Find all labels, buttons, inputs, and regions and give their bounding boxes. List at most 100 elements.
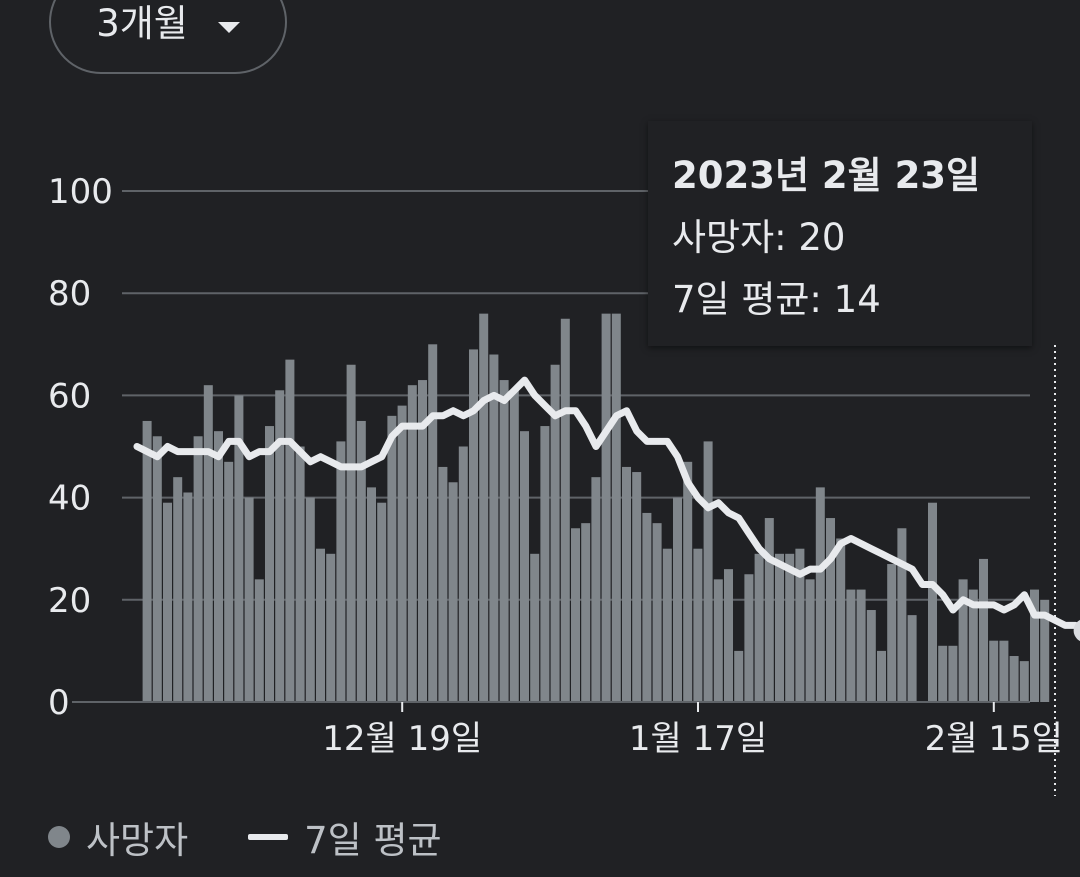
bar bbox=[683, 461, 693, 702]
bar bbox=[693, 548, 703, 702]
bar bbox=[662, 548, 672, 702]
bar bbox=[438, 466, 448, 702]
bar bbox=[754, 553, 764, 702]
bar bbox=[520, 431, 529, 702]
legend-average-label: 7일 평균 bbox=[304, 819, 442, 862]
bar bbox=[448, 482, 458, 702]
bar bbox=[979, 558, 988, 702]
y-tick-label: 20 bbox=[48, 581, 91, 621]
bar bbox=[407, 385, 417, 702]
chart-tooltip: 2023년 2월 23일 사망자: 20 7일 평균: 14 bbox=[648, 121, 1032, 346]
legend-deaths-swatch bbox=[48, 826, 70, 848]
bar bbox=[458, 446, 468, 702]
bar bbox=[540, 426, 550, 702]
bar bbox=[836, 538, 846, 702]
bar bbox=[989, 640, 999, 702]
bar bbox=[173, 477, 183, 702]
bar bbox=[142, 420, 152, 702]
bar bbox=[265, 426, 274, 702]
highlight-point bbox=[1073, 619, 1080, 642]
y-tick-label: 40 bbox=[48, 479, 91, 519]
bar bbox=[183, 492, 193, 702]
bar bbox=[673, 497, 682, 702]
average-line bbox=[133, 376, 1080, 632]
bar bbox=[877, 650, 886, 702]
bar bbox=[163, 502, 172, 702]
bar bbox=[652, 523, 662, 702]
tooltip-date: 2023년 2월 23일 bbox=[672, 154, 981, 197]
bar bbox=[356, 420, 366, 702]
bar bbox=[530, 553, 540, 702]
bar bbox=[193, 436, 203, 702]
bar bbox=[285, 359, 295, 702]
bar bbox=[489, 354, 499, 702]
bar bbox=[367, 487, 376, 702]
bar bbox=[1030, 589, 1039, 702]
bar bbox=[887, 564, 897, 702]
bar bbox=[305, 497, 315, 702]
y-tick-label: 0 bbox=[48, 683, 70, 723]
bar bbox=[999, 640, 1009, 702]
bar bbox=[958, 579, 968, 702]
x-tick-label: 1월 17일 bbox=[629, 719, 767, 759]
bar bbox=[479, 313, 489, 702]
bar bbox=[377, 502, 387, 702]
bar bbox=[632, 472, 642, 702]
bar bbox=[275, 390, 285, 702]
bar bbox=[326, 553, 336, 702]
bar bbox=[938, 645, 948, 702]
bar bbox=[948, 645, 958, 702]
bar bbox=[316, 548, 325, 702]
bar bbox=[785, 553, 795, 702]
deaths-chart[interactable]: 0 20 40 60 80 100 12월 19일 1월 17일 2월 15일 bbox=[0, 0, 1080, 800]
legend-deaths-label: 사망자 bbox=[86, 819, 189, 862]
bar bbox=[234, 395, 244, 702]
range-selector-button[interactable]: 3개월 bbox=[49, 0, 287, 74]
y-tick-label: 60 bbox=[48, 376, 91, 416]
bar bbox=[642, 512, 652, 702]
bar bbox=[724, 569, 733, 702]
bar bbox=[1019, 661, 1029, 702]
bar bbox=[224, 461, 234, 702]
bar bbox=[775, 553, 784, 702]
bar bbox=[1009, 656, 1019, 702]
bar bbox=[601, 313, 611, 702]
bar bbox=[244, 497, 254, 702]
bar bbox=[254, 579, 264, 702]
legend-average-swatch bbox=[248, 834, 289, 840]
bar bbox=[1040, 599, 1050, 702]
bar bbox=[622, 466, 631, 702]
bar bbox=[214, 431, 223, 702]
bar bbox=[744, 574, 754, 702]
y-tick-label: 80 bbox=[48, 274, 91, 314]
bar bbox=[734, 650, 744, 702]
bar bbox=[428, 344, 438, 702]
bar bbox=[907, 615, 917, 702]
bar bbox=[846, 589, 856, 702]
bar bbox=[703, 441, 713, 702]
bar bbox=[397, 405, 407, 702]
x-tick-label: 2월 15일 bbox=[925, 719, 1063, 759]
chart-legend: 사망자 7일 평균 bbox=[48, 812, 442, 862]
bar bbox=[928, 502, 937, 702]
bar bbox=[897, 528, 907, 702]
bar bbox=[571, 528, 580, 702]
bar bbox=[591, 477, 601, 702]
x-tick-label: 12월 19일 bbox=[322, 719, 482, 759]
y-tick-label: 100 bbox=[48, 172, 113, 212]
bar bbox=[866, 610, 876, 702]
bar bbox=[346, 364, 356, 702]
bar bbox=[499, 380, 509, 702]
bar bbox=[713, 579, 723, 702]
bar bbox=[560, 318, 570, 702]
bar bbox=[336, 441, 346, 702]
bar bbox=[611, 313, 621, 702]
bar bbox=[295, 446, 305, 702]
bar bbox=[203, 385, 213, 702]
bar bbox=[152, 436, 162, 702]
bar bbox=[815, 487, 825, 702]
bar bbox=[418, 380, 427, 702]
range-selector-label: 3개월 bbox=[96, 2, 188, 45]
bar bbox=[509, 390, 519, 702]
bar bbox=[795, 548, 805, 702]
